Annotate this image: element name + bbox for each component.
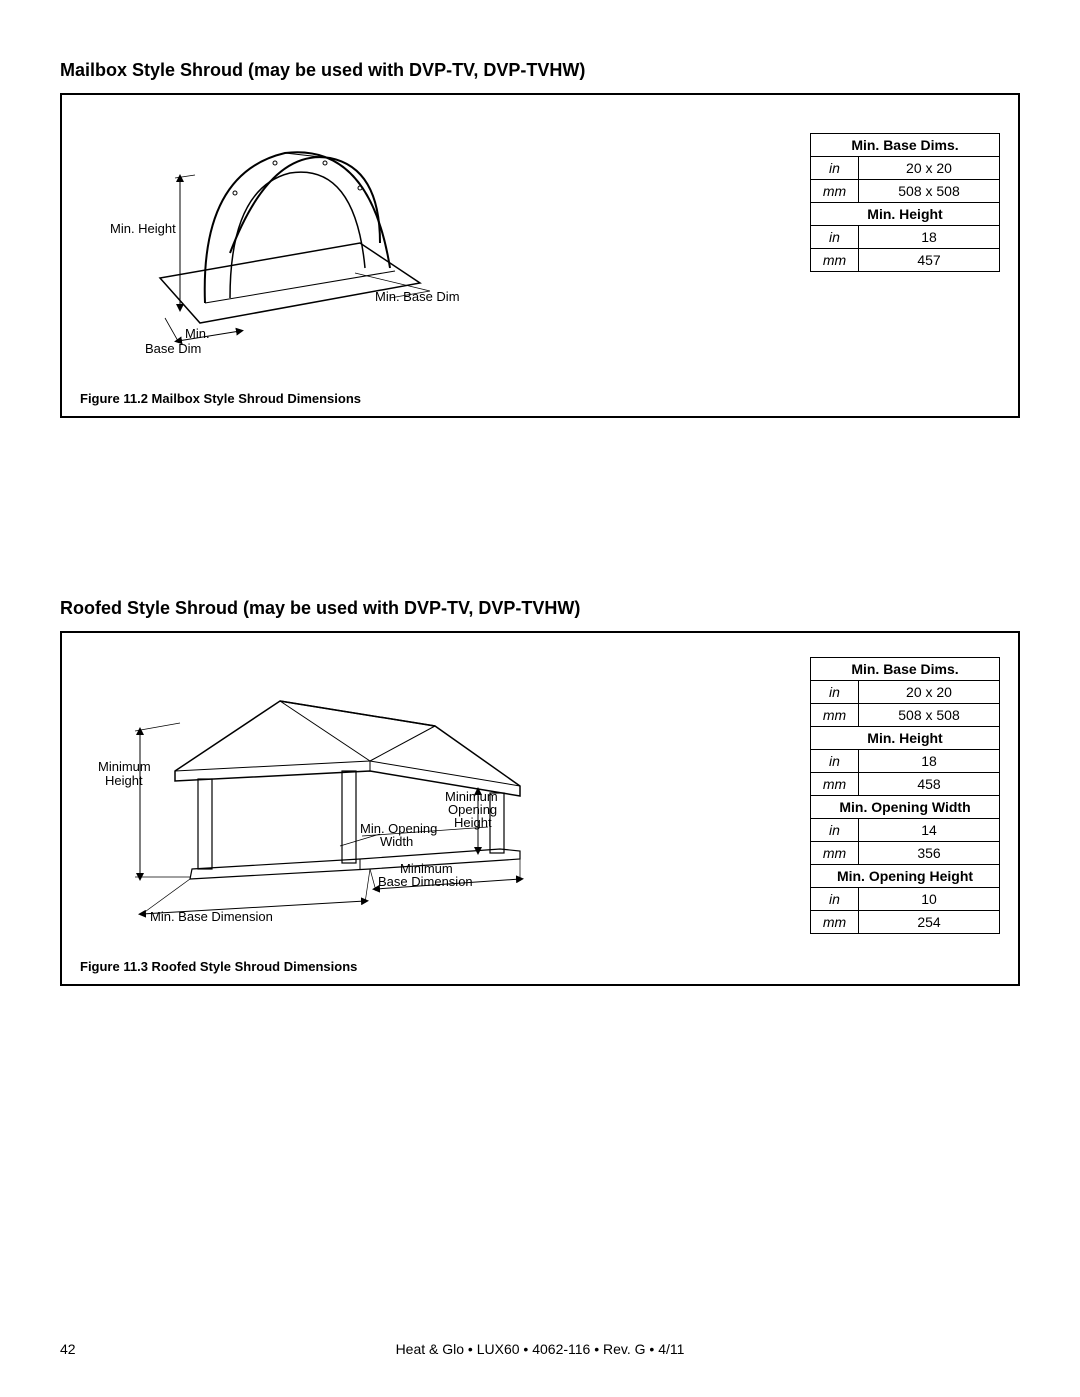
t2-r2v: 508 x 508 bbox=[859, 704, 1000, 727]
t2-r6u: mm bbox=[811, 842, 859, 865]
l2-mb2: Base Dimension bbox=[378, 874, 473, 889]
t2-r6v: 356 bbox=[859, 842, 1000, 865]
t2-h3: Min. Opening Width bbox=[811, 796, 1000, 819]
t2-h4: Min. Opening Height bbox=[811, 865, 1000, 888]
figure-11-2-box: Min. Height Min. Base Dim Min. Base Dim … bbox=[60, 93, 1020, 418]
t2-r7v: 10 bbox=[859, 888, 1000, 911]
page-number: 42 bbox=[60, 1341, 120, 1357]
mailbox-svg: Min. Height Min. Base Dim Min. Base Dim bbox=[80, 113, 530, 383]
label-min-base-left2: Base Dim bbox=[145, 341, 201, 356]
roofed-svg: Minimum Height Minimum Opening Height Mi… bbox=[80, 651, 590, 951]
t1-h2: Min. Height bbox=[811, 203, 1000, 226]
l2-mbl: Min. Base Dimension bbox=[150, 909, 273, 924]
t1-r2v: 508 x 508 bbox=[859, 180, 1000, 203]
t2-r2u: mm bbox=[811, 704, 859, 727]
t2-r3u: in bbox=[811, 750, 859, 773]
t2-r1u: in bbox=[811, 681, 859, 704]
t2-r7u: in bbox=[811, 888, 859, 911]
t1-r4v: 457 bbox=[859, 249, 1000, 272]
section2-title: Roofed Style Shroud (may be used with DV… bbox=[60, 598, 1020, 619]
label-min-height: Min. Height bbox=[110, 221, 176, 236]
mailbox-diagram: Min. Height Min. Base Dim Min. Base Dim … bbox=[80, 113, 560, 406]
t2-r8u: mm bbox=[811, 911, 859, 934]
figure-11-3-box: Minimum Height Minimum Opening Height Mi… bbox=[60, 631, 1020, 986]
figure-11-3-caption: Figure 11.3 Roofed Style Shroud Dimensio… bbox=[80, 959, 600, 974]
t1-h1: Min. Base Dims. bbox=[811, 134, 1000, 157]
figure-11-2-caption: Figure 11.2 Mailbox Style Shroud Dimensi… bbox=[80, 391, 560, 406]
t1-r3v: 18 bbox=[859, 226, 1000, 249]
page-footer: 42 Heat & Glo • LUX60 • 4062-116 • Rev. … bbox=[60, 1341, 1020, 1357]
roofed-diagram: Minimum Height Minimum Opening Height Mi… bbox=[80, 651, 600, 974]
t2-r5v: 14 bbox=[859, 819, 1000, 842]
t2-r5u: in bbox=[811, 819, 859, 842]
t2-r4u: mm bbox=[811, 773, 859, 796]
footer-text: Heat & Glo • LUX60 • 4062-116 • Rev. G •… bbox=[120, 1341, 960, 1357]
t2-r4v: 458 bbox=[859, 773, 1000, 796]
mailbox-dims-table: Min. Base Dims. in20 x 20 mm508 x 508 Mi… bbox=[810, 133, 1000, 272]
label-min-base-right: Min. Base Dim bbox=[375, 289, 460, 304]
t1-r3u: in bbox=[811, 226, 859, 249]
t2-r8v: 254 bbox=[859, 911, 1000, 934]
t2-h1: Min. Base Dims. bbox=[811, 658, 1000, 681]
t1-r4u: mm bbox=[811, 249, 859, 272]
t2-r3v: 18 bbox=[859, 750, 1000, 773]
l2-mh2: Height bbox=[105, 773, 143, 788]
t1-r2u: mm bbox=[811, 180, 859, 203]
t1-r1v: 20 x 20 bbox=[859, 157, 1000, 180]
t1-r1u: in bbox=[811, 157, 859, 180]
label-min-base-left1: Min. bbox=[185, 326, 210, 341]
section1-title: Mailbox Style Shroud (may be used with D… bbox=[60, 60, 1020, 81]
t2-r1v: 20 x 20 bbox=[859, 681, 1000, 704]
l2-mow2: Width bbox=[380, 834, 413, 849]
t2-h2: Min. Height bbox=[811, 727, 1000, 750]
l2-mh1: Minimum bbox=[98, 759, 151, 774]
roofed-dims-table: Min. Base Dims. in20 x 20 mm508 x 508 Mi… bbox=[810, 657, 1000, 934]
